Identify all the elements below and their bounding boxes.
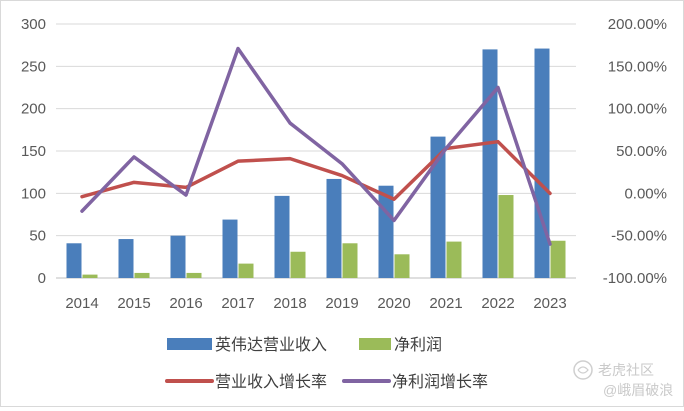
left-tick-label: 300 [21,16,46,33]
revenue-bar [66,243,82,278]
x-tick-label: 2021 [429,295,462,312]
net-profit-bar [238,263,254,278]
revenue-bar [274,195,290,278]
right-tick-label: 0.00% [624,185,667,202]
right-tick-label: 50.00% [616,143,667,160]
legend-revenue-swatch [167,338,212,350]
revenue-bar [430,136,446,278]
x-tick-label: 2020 [377,295,410,312]
x-tick-label: 2018 [273,295,306,312]
legend-net-profit-growth-label: 净利润增长率 [392,373,488,391]
left-tick-label: 100 [21,185,46,202]
x-tick-label: 2015 [117,295,150,312]
legend-revenue-label: 英伟达营业收入 [215,336,327,354]
gridlines [56,23,576,279]
x-tick-label: 2017 [221,295,254,312]
net-profit-bar [394,254,410,278]
watermark-brand: 老虎社区 [598,362,654,378]
net-profit-bar [342,243,358,278]
right-tick-label: 200.00% [608,16,667,33]
revenue-bar [222,219,238,278]
x-tick-label: 2022 [481,295,514,312]
net-profit-bar [290,251,306,278]
left-tick-label: 50 [29,228,46,245]
revenue-bar [482,49,498,279]
x-tick-label: 2019 [325,295,358,312]
x-tick-label: 2014 [65,295,98,312]
net-profit-bar [82,274,98,278]
left-axis-ticks: 0 50 100 150 200 250 300 [21,16,46,287]
net-profit-bar [134,272,150,278]
right-tick-label: -50.00% [611,228,667,245]
line-series [80,46,552,246]
net-profit-bar [186,272,202,278]
revenue-growth-line [80,139,552,202]
revenue-bar [170,235,186,278]
net-profit-bar [498,195,514,278]
net-profit-growth-line [80,46,552,246]
left-tick-label: 250 [21,58,46,75]
legend-revenue-growth-label: 营业收入增长率 [215,373,327,391]
legend-net-profit-label: 净利润 [394,336,442,354]
x-tick-label: 2016 [169,295,202,312]
net-profit-bar [550,240,566,278]
right-axis-ticks: -100.00% -50.00% 0.00% 50.00% 100.00% 150.00%… [603,16,667,287]
watermark: 老虎社区 @峨眉破浪 [573,360,673,398]
left-tick-label: 150 [21,143,46,160]
x-tick-label: 2023 [533,295,566,312]
revenue-bar [534,48,550,279]
legend-net-profit-swatch [359,338,391,350]
revenue-bar [118,239,134,278]
right-tick-label: 150.00% [608,58,667,75]
tiger-logo-icon [573,360,593,380]
right-tick-label: -100.00% [603,270,667,287]
x-axis-ticks: 2014 2015 2016 2017 2018 2019 2020 2021 2022 2023 [65,295,566,312]
net-profit-bar [446,241,462,278]
left-tick-label: 200 [21,101,46,118]
watermark-author: @峨眉破浪 [603,382,673,398]
left-tick-label: 0 [38,270,46,287]
revenue-bar [326,178,342,278]
right-tick-label: 100.00% [608,101,667,118]
